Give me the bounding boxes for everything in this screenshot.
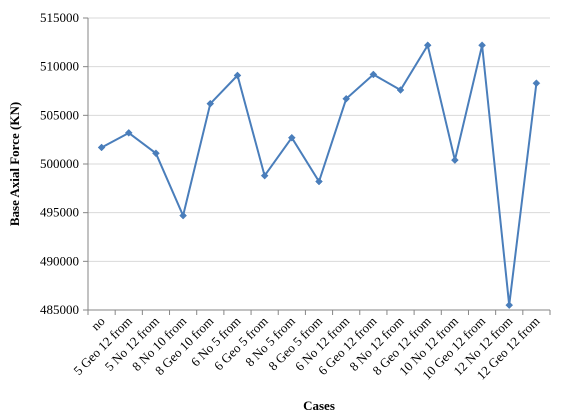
data-point [478,41,486,50]
data-point [342,94,351,103]
data-point [396,86,405,94]
series-line [101,42,538,306]
data-point [369,70,378,79]
y-tick-label: 495000 [40,205,79,220]
y-tick-label: 505000 [40,107,79,122]
data-point [97,143,106,152]
y-tick-label: 510000 [40,59,79,74]
y-tick-label: 485000 [40,302,79,317]
y-tick-label: 490000 [40,253,79,268]
data-point [179,211,187,220]
series [97,41,541,309]
data-point [287,133,296,142]
x-tick-label: no [88,314,108,334]
data-point [315,177,323,186]
x-axis-title: Cases [303,398,335,413]
y-tick-label: 515000 [40,10,79,25]
data-point [423,41,432,50]
data-point [152,149,160,158]
data-point [233,71,242,80]
data-point [206,99,215,108]
data-point [260,171,269,180]
data-point [505,301,514,309]
gridlines [88,17,550,262]
y-tick-label: 500000 [40,156,79,171]
data-point [451,156,459,164]
y-tick-labels: 485000 490000 495000 500000 505000 510000 5150… [40,10,88,317]
data-point [532,79,541,88]
y-axis-title: Base Axial Force (KN) [7,102,22,226]
data-point [124,128,133,137]
